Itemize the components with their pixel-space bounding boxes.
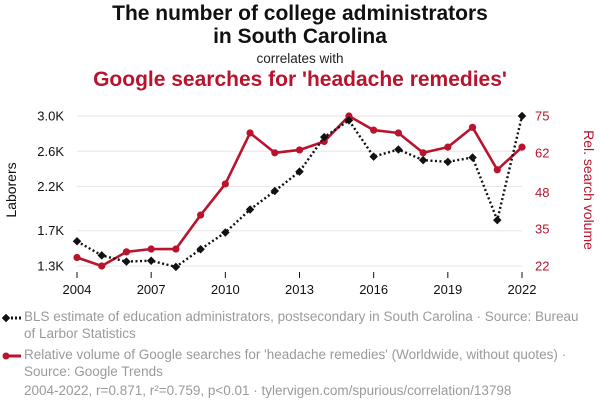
point-searches <box>493 166 501 174</box>
right-tick-label: 35 <box>535 222 549 237</box>
point-administrators <box>72 237 82 246</box>
point-searches <box>468 123 477 131</box>
point-administrators <box>196 244 205 254</box>
footer-stats: 2004-2022, r=0.871, r²=0.759, p<0.01 · t… <box>24 383 512 398</box>
point-administrators <box>369 152 378 161</box>
point-administrators <box>245 205 255 214</box>
legend-item-2: Relative volume of Google searches for '… <box>0 346 600 386</box>
point-administrators <box>443 157 453 167</box>
x-tick-label: 2022 <box>508 282 537 297</box>
point-searches <box>518 143 526 151</box>
point-searches <box>246 129 254 137</box>
x-axis-ticks: 2004 2007 2010 2013 2016 2019 2022 <box>63 272 537 297</box>
chart-plot: 1.3K 1.7K 2.2K 2.6K 3.0K 22 35 48 62 75 2004 2007… <box>3 109 597 298</box>
point-searches <box>122 248 131 256</box>
legend-text-2: Relative volume of Google searches for '… <box>24 347 567 379</box>
grid-lines <box>77 115 522 267</box>
point-searches <box>221 180 229 188</box>
left-tick-label: 2.2K <box>37 179 64 194</box>
right-tick-label: 75 <box>535 109 549 124</box>
point-searches <box>271 149 279 157</box>
point-searches <box>394 129 402 137</box>
legend-item-1: BLS estimate of education administrators… <box>0 308 600 348</box>
right-axis-ticks: 22 35 48 62 75 <box>535 109 549 274</box>
x-tick-label: 2010 <box>211 282 240 297</box>
left-tick-label: 1.7K <box>37 223 64 238</box>
right-tick-label: 62 <box>535 145 549 160</box>
chart-connector-text: correlates with <box>256 51 344 66</box>
chart-title-line-1: The number of college administrators <box>112 2 488 25</box>
point-searches <box>444 143 452 151</box>
point-searches <box>295 146 304 154</box>
point-administrators <box>344 116 354 125</box>
point-administrators <box>295 167 304 176</box>
x-tick-label: 2004 <box>63 282 92 297</box>
right-tick-label: 22 <box>535 259 549 274</box>
point-administrators <box>122 257 131 266</box>
right-axis-label: Rel. search volume <box>581 130 597 250</box>
x-tick-label: 2016 <box>359 282 388 297</box>
legend-symbol-1 <box>2 313 21 323</box>
series-line-administrators <box>76 115 524 269</box>
legend-text-1: BLS estimate of education administrators… <box>24 309 579 341</box>
point-administrators <box>319 132 329 142</box>
left-tick-label: 2.6K <box>37 144 64 159</box>
point-searches <box>172 245 180 253</box>
left-axis-label: Laborers <box>3 162 19 217</box>
point-administrators <box>517 111 527 121</box>
left-tick-label: 1.3K <box>37 259 64 274</box>
chart-title-line-2: in South Carolina <box>213 25 387 48</box>
x-tick-label: 2019 <box>433 282 462 297</box>
legend-symbol-2 <box>2 352 21 360</box>
point-searches <box>370 126 378 134</box>
point-administrators <box>146 256 156 265</box>
series-line-searches <box>76 114 523 268</box>
point-administrators <box>418 155 428 165</box>
point-searches <box>419 149 427 157</box>
x-tick-label: 2013 <box>285 282 314 297</box>
point-administrators <box>270 186 280 196</box>
point-administrators <box>221 228 230 237</box>
point-searches <box>320 137 328 146</box>
point-searches <box>73 253 81 262</box>
x-tick-label: 2007 <box>137 282 166 297</box>
point-searches <box>147 245 155 253</box>
chart-title-line-3: Google searches for 'headache remedies' <box>93 68 507 91</box>
point-administrators <box>468 153 477 162</box>
point-searches <box>98 262 106 270</box>
left-tick-label: 3.0K <box>37 109 64 124</box>
point-searches <box>197 211 205 219</box>
point-searches <box>345 112 353 120</box>
point-administrators <box>394 145 403 154</box>
point-administrators <box>493 215 502 225</box>
point-administrators <box>171 262 181 272</box>
left-axis-ticks: 1.3K 1.7K 2.2K 2.6K 3.0K <box>37 109 64 274</box>
series-group <box>72 111 527 272</box>
right-tick-label: 48 <box>535 185 549 200</box>
